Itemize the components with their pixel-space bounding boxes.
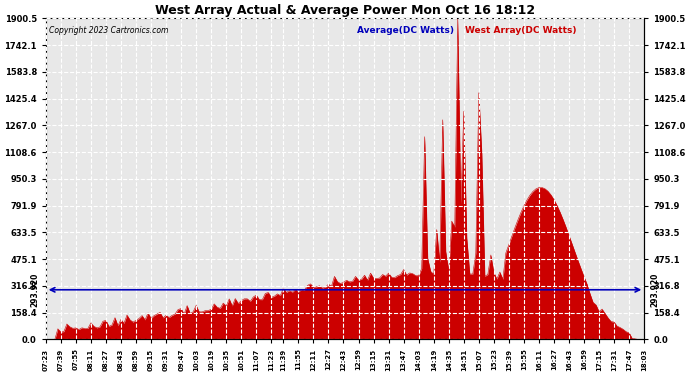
Text: West Array(DC Watts): West Array(DC Watts) [464,26,576,35]
Text: Copyright 2023 Cartronics.com: Copyright 2023 Cartronics.com [49,26,168,35]
Text: Average(DC Watts): Average(DC Watts) [357,26,454,35]
Title: West Array Actual & Average Power Mon Oct 16 18:12: West Array Actual & Average Power Mon Oc… [155,4,535,17]
Text: 293.920: 293.920 [31,273,40,307]
Text: 293.920: 293.920 [650,273,659,307]
